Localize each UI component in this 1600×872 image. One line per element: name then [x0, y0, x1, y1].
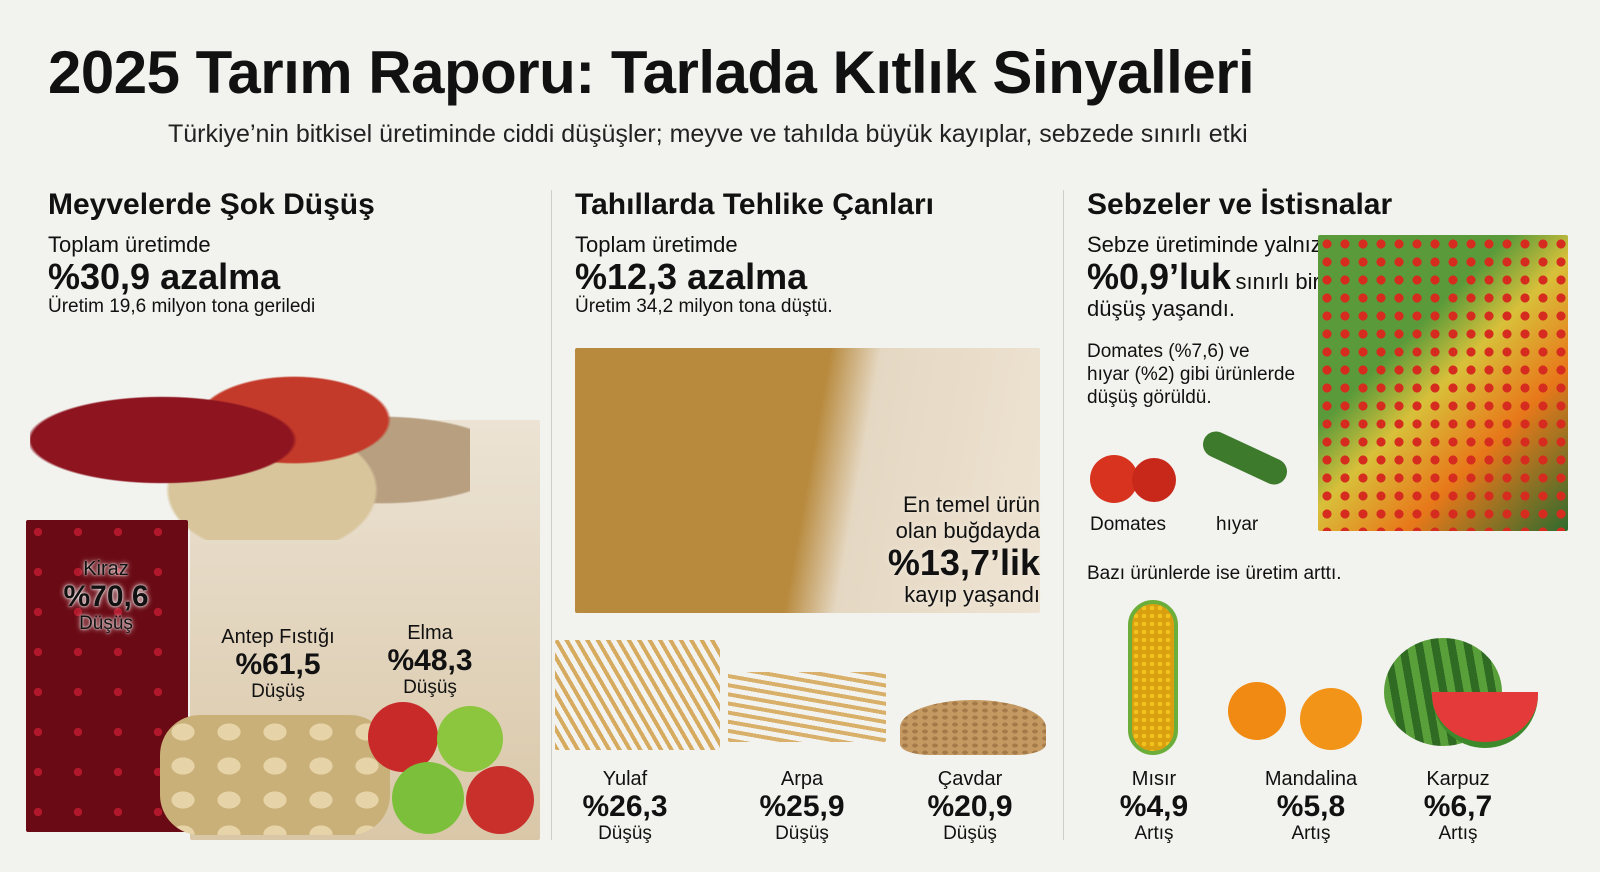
fruit-pile-image [30, 340, 470, 540]
grains-heading: Tahıllarda Tehlike Çanları [575, 188, 935, 221]
wheat-callout: En temel ürün olan buğdayda %13,7’lik ka… [887, 492, 1040, 607]
grains-note: Üretim 34,2 milyon tona düştü. [575, 296, 833, 317]
grains-lead: Toplam üretimde [575, 232, 738, 257]
corn-image [1128, 600, 1178, 755]
column-divider [1063, 190, 1064, 840]
mandarin-icon [1300, 688, 1362, 750]
oat-image [555, 640, 720, 750]
vegetables-value: %0,9’luk [1087, 256, 1232, 297]
grains-section: Tahıllarda Tehlike Çanları Toplam üretim… [575, 188, 934, 318]
tomato-label: Domates [1090, 514, 1167, 535]
increase-note: Bazı ürünlerde ise üretim arttı. [1087, 563, 1342, 584]
grains-value: %12,3 azalma [575, 256, 808, 297]
stat-mandarin: Mandalina %5,8 Artış [1264, 768, 1358, 844]
vegetable-crate-image [1318, 235, 1568, 531]
wheat-field-image [575, 348, 1040, 613]
stat-watermelon: Karpuz %6,7 Artış [1423, 768, 1493, 844]
vegetables-detail: Domates (%7,6) ve hıyar (%2) gibi ürünle… [1087, 341, 1296, 408]
stat-cherry: Kiraz %70,6 Düşüş [63, 558, 149, 634]
fruits-value: %30,9 azalma [48, 256, 281, 297]
stat-barley: Arpa %25,9 Düşüş [759, 768, 845, 844]
stat-oat: Yulaf %26,3 Düşüş [582, 768, 668, 844]
apple-icon [437, 706, 503, 772]
vegetables-lead: Sebze üretiminde yalnızca [1087, 232, 1346, 257]
stat-pistachio: Antep Fıstığı %61,5 Düşüş [221, 626, 335, 702]
column-divider [551, 190, 552, 840]
fruits-heading: Meyvelerde Şok Düşüş [48, 188, 375, 221]
stat-corn: Mısır %4,9 Artış [1119, 768, 1189, 844]
fruits-section: Meyvelerde Şok Düşüş Toplam üretimde %30… [48, 188, 375, 318]
apple-icon [466, 766, 534, 834]
vegetables-section: Sebzeler ve İstisnalar Sebze üretiminde … [1087, 188, 1393, 408]
cucumber-icon [1198, 427, 1292, 489]
page-title: 2025 Tarım Raporu: Tarlada Kıtlık Sinyal… [48, 39, 1255, 106]
pistachios-image [160, 715, 390, 835]
stat-rye: Çavdar %20,9 Düşüş [927, 768, 1013, 844]
tomato-icon [1090, 455, 1138, 503]
apple-icon [392, 762, 464, 834]
apple-icon [368, 702, 438, 772]
mandarin-icon [1228, 682, 1286, 740]
barley-image [728, 672, 886, 742]
tomato-icon [1132, 458, 1176, 502]
fruits-note: Üretim 19,6 milyon tona geriledi [48, 296, 316, 317]
vegetables-heading: Sebzeler ve İstisnalar [1087, 188, 1393, 221]
stat-apple: Elma %48,3 Düşüş [387, 622, 473, 698]
page-subtitle: Türkiye’nin bitkisel üretiminde ciddi dü… [168, 120, 1248, 148]
rye-image [900, 700, 1046, 755]
fruits-lead: Toplam üretimde [48, 232, 211, 257]
cucumber-label: hıyar [1216, 514, 1259, 535]
